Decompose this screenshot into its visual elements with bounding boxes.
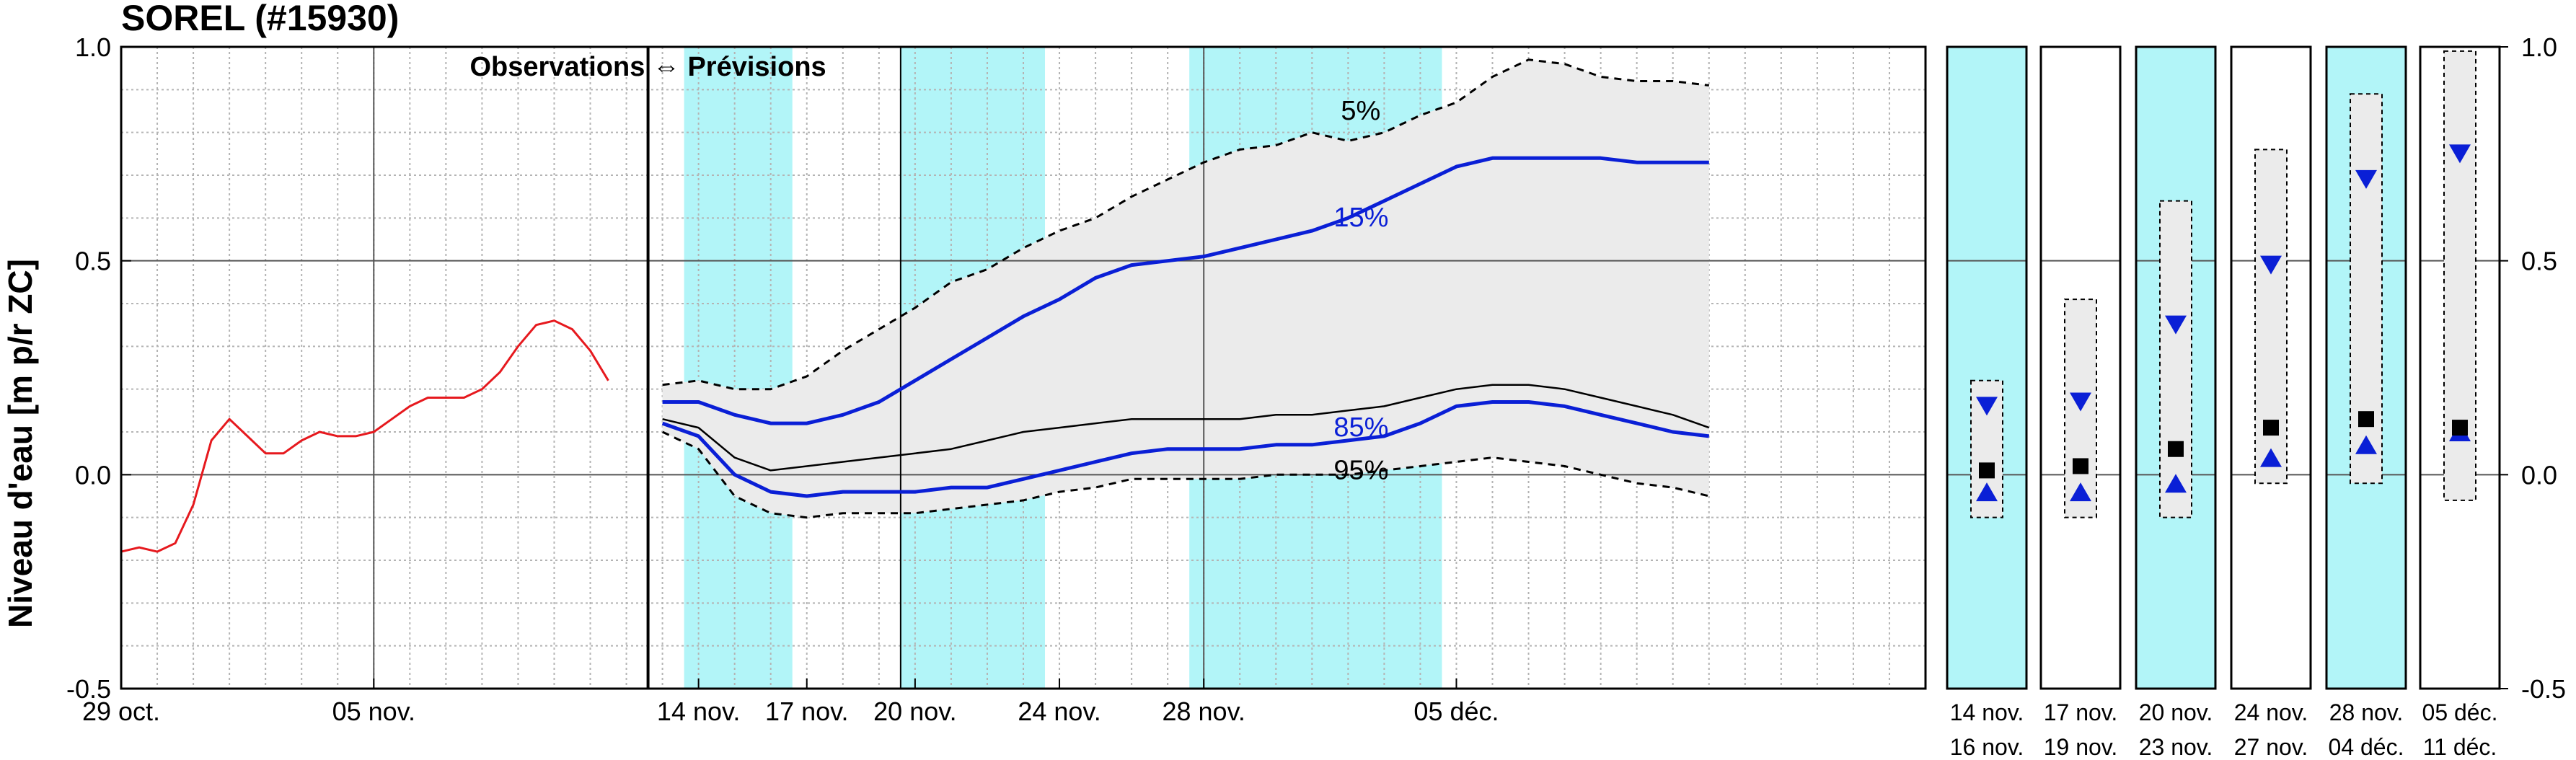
panel-start-label: 20 nov.: [2139, 699, 2213, 725]
p15-series-line: [662, 156, 1709, 425]
period-panel-5: 28 nov. 04 déc.: [2325, 45, 2407, 760]
p85-series-line: [661, 400, 1710, 498]
median-series-line: [662, 384, 1710, 472]
x-tick-label: 24 nov.: [1018, 697, 1100, 726]
forecast-cyan-band-1: [684, 47, 793, 689]
panel-start-label: 14 nov.: [1950, 699, 2024, 725]
panel-median-marker: [2358, 411, 2374, 428]
x-tick-label: 05 déc.: [1413, 697, 1499, 726]
right-y-tick-label: 1.0: [2521, 32, 2557, 62]
panel-p85-marker: [2165, 474, 2187, 493]
panel-frame: [2230, 45, 2312, 690]
y-tick-label: 0.5: [75, 247, 111, 276]
right-y-tick-label: -0.5: [2521, 674, 2566, 704]
observations-previsions-label: Observations ⇔ Prévisions: [469, 52, 826, 82]
panel-median-marker: [2452, 420, 2468, 436]
panel-end-label: 04 déc.: [2329, 734, 2404, 760]
panel-p85-marker: [2070, 482, 2091, 502]
plot-frame: [120, 45, 1927, 690]
panel-range-box: [2159, 200, 2192, 518]
panel-p15-marker: [2355, 169, 2377, 189]
panel-end-label: 27 nov.: [2234, 734, 2308, 760]
panel-frame: [2325, 45, 2407, 690]
panel-start-label: 17 nov.: [2044, 699, 2118, 725]
chart-labels: SOREL (#15930) Niveau d'eau [m p/r ZC]: [1, 0, 399, 628]
panel-median-marker: [2168, 441, 2184, 457]
panel-p85-marker: [2355, 435, 2377, 454]
panel-start-label: 28 nov.: [2329, 699, 2404, 725]
panel-end-label: 11 déc.: [2423, 734, 2497, 760]
period-panel-6: 05 déc. 11 déc.: [2419, 45, 2501, 760]
panel-median-marker: [2073, 458, 2088, 474]
right-y-tick-label: 0.5: [2521, 247, 2557, 276]
period-panel-4: 24 nov. 27 nov.: [2230, 45, 2312, 760]
x-tick-label: 17 nov.: [765, 697, 848, 726]
percentile-label-p85: 85%: [1333, 412, 1388, 443]
period-panel-1: 14 nov. 16 nov.: [1946, 45, 2028, 760]
percentile-label-p95: 95%: [1333, 455, 1388, 485]
percentile-label-p5: 5%: [1341, 96, 1380, 126]
y-tick-label: 0.0: [75, 460, 111, 490]
x-tick-label: 20 nov.: [873, 697, 956, 726]
panel-start-label: 24 nov.: [2234, 699, 2308, 725]
y-tick-label: 1.0: [75, 32, 111, 62]
chart-title: SOREL (#15930): [121, 0, 399, 38]
period-panel-2: 17 nov. 19 nov.: [2039, 45, 2122, 760]
observed-series-line: [120, 319, 609, 553]
right-y-tick-label: 0.0: [2521, 460, 2557, 490]
panel-p85-marker: [1976, 482, 1998, 502]
panel-frame: [2419, 45, 2501, 690]
x-tick-label: 05 nov.: [332, 697, 415, 726]
period-summary-panels: 14 nov. 16 nov. 17 nov. 19 nov. 20 nov. 23 no…: [1946, 32, 2566, 760]
panel-p85-marker: [2260, 448, 2282, 467]
x-tick-label: 14 nov.: [657, 697, 740, 726]
x-tick-label: 28 nov.: [1162, 697, 1245, 726]
x-tick-label: 29 oct.: [82, 697, 160, 726]
panel-end-label: 16 nov.: [1950, 734, 2024, 760]
period-panel-3: 20 nov. 23 nov.: [2135, 45, 2217, 760]
y-tick-label: -0.5: [66, 674, 111, 704]
panel-frame: [1946, 45, 2028, 690]
panel-end-label: 23 nov.: [2139, 734, 2213, 760]
panel-median-marker: [1979, 462, 1995, 479]
panel-p15-marker: [1976, 397, 1998, 416]
panel-p15-marker: [2449, 144, 2471, 164]
panel-median-marker: [2263, 420, 2279, 436]
y-axis-label: Niveau d'eau [m p/r ZC]: [1, 259, 39, 628]
main-plot-area: 5% 15% 85% 95% Observations ⇔ Prévisions -0.5…: [66, 32, 1927, 726]
panel-p15-marker: [2070, 392, 2091, 412]
panel-end-label: 19 nov.: [2044, 734, 2118, 760]
panel-p15-marker: [2260, 255, 2282, 275]
panel-frame: [2135, 45, 2217, 690]
panel-p15-marker: [2165, 315, 2187, 335]
panel-start-label: 05 déc.: [2422, 699, 2498, 725]
p5-series-line: [662, 58, 1709, 391]
panel-frame: [2039, 45, 2122, 690]
percentile-label-p15: 15%: [1333, 203, 1388, 233]
panel-cyan-background: [1947, 47, 2026, 689]
percentile-envelope: [662, 59, 1709, 518]
